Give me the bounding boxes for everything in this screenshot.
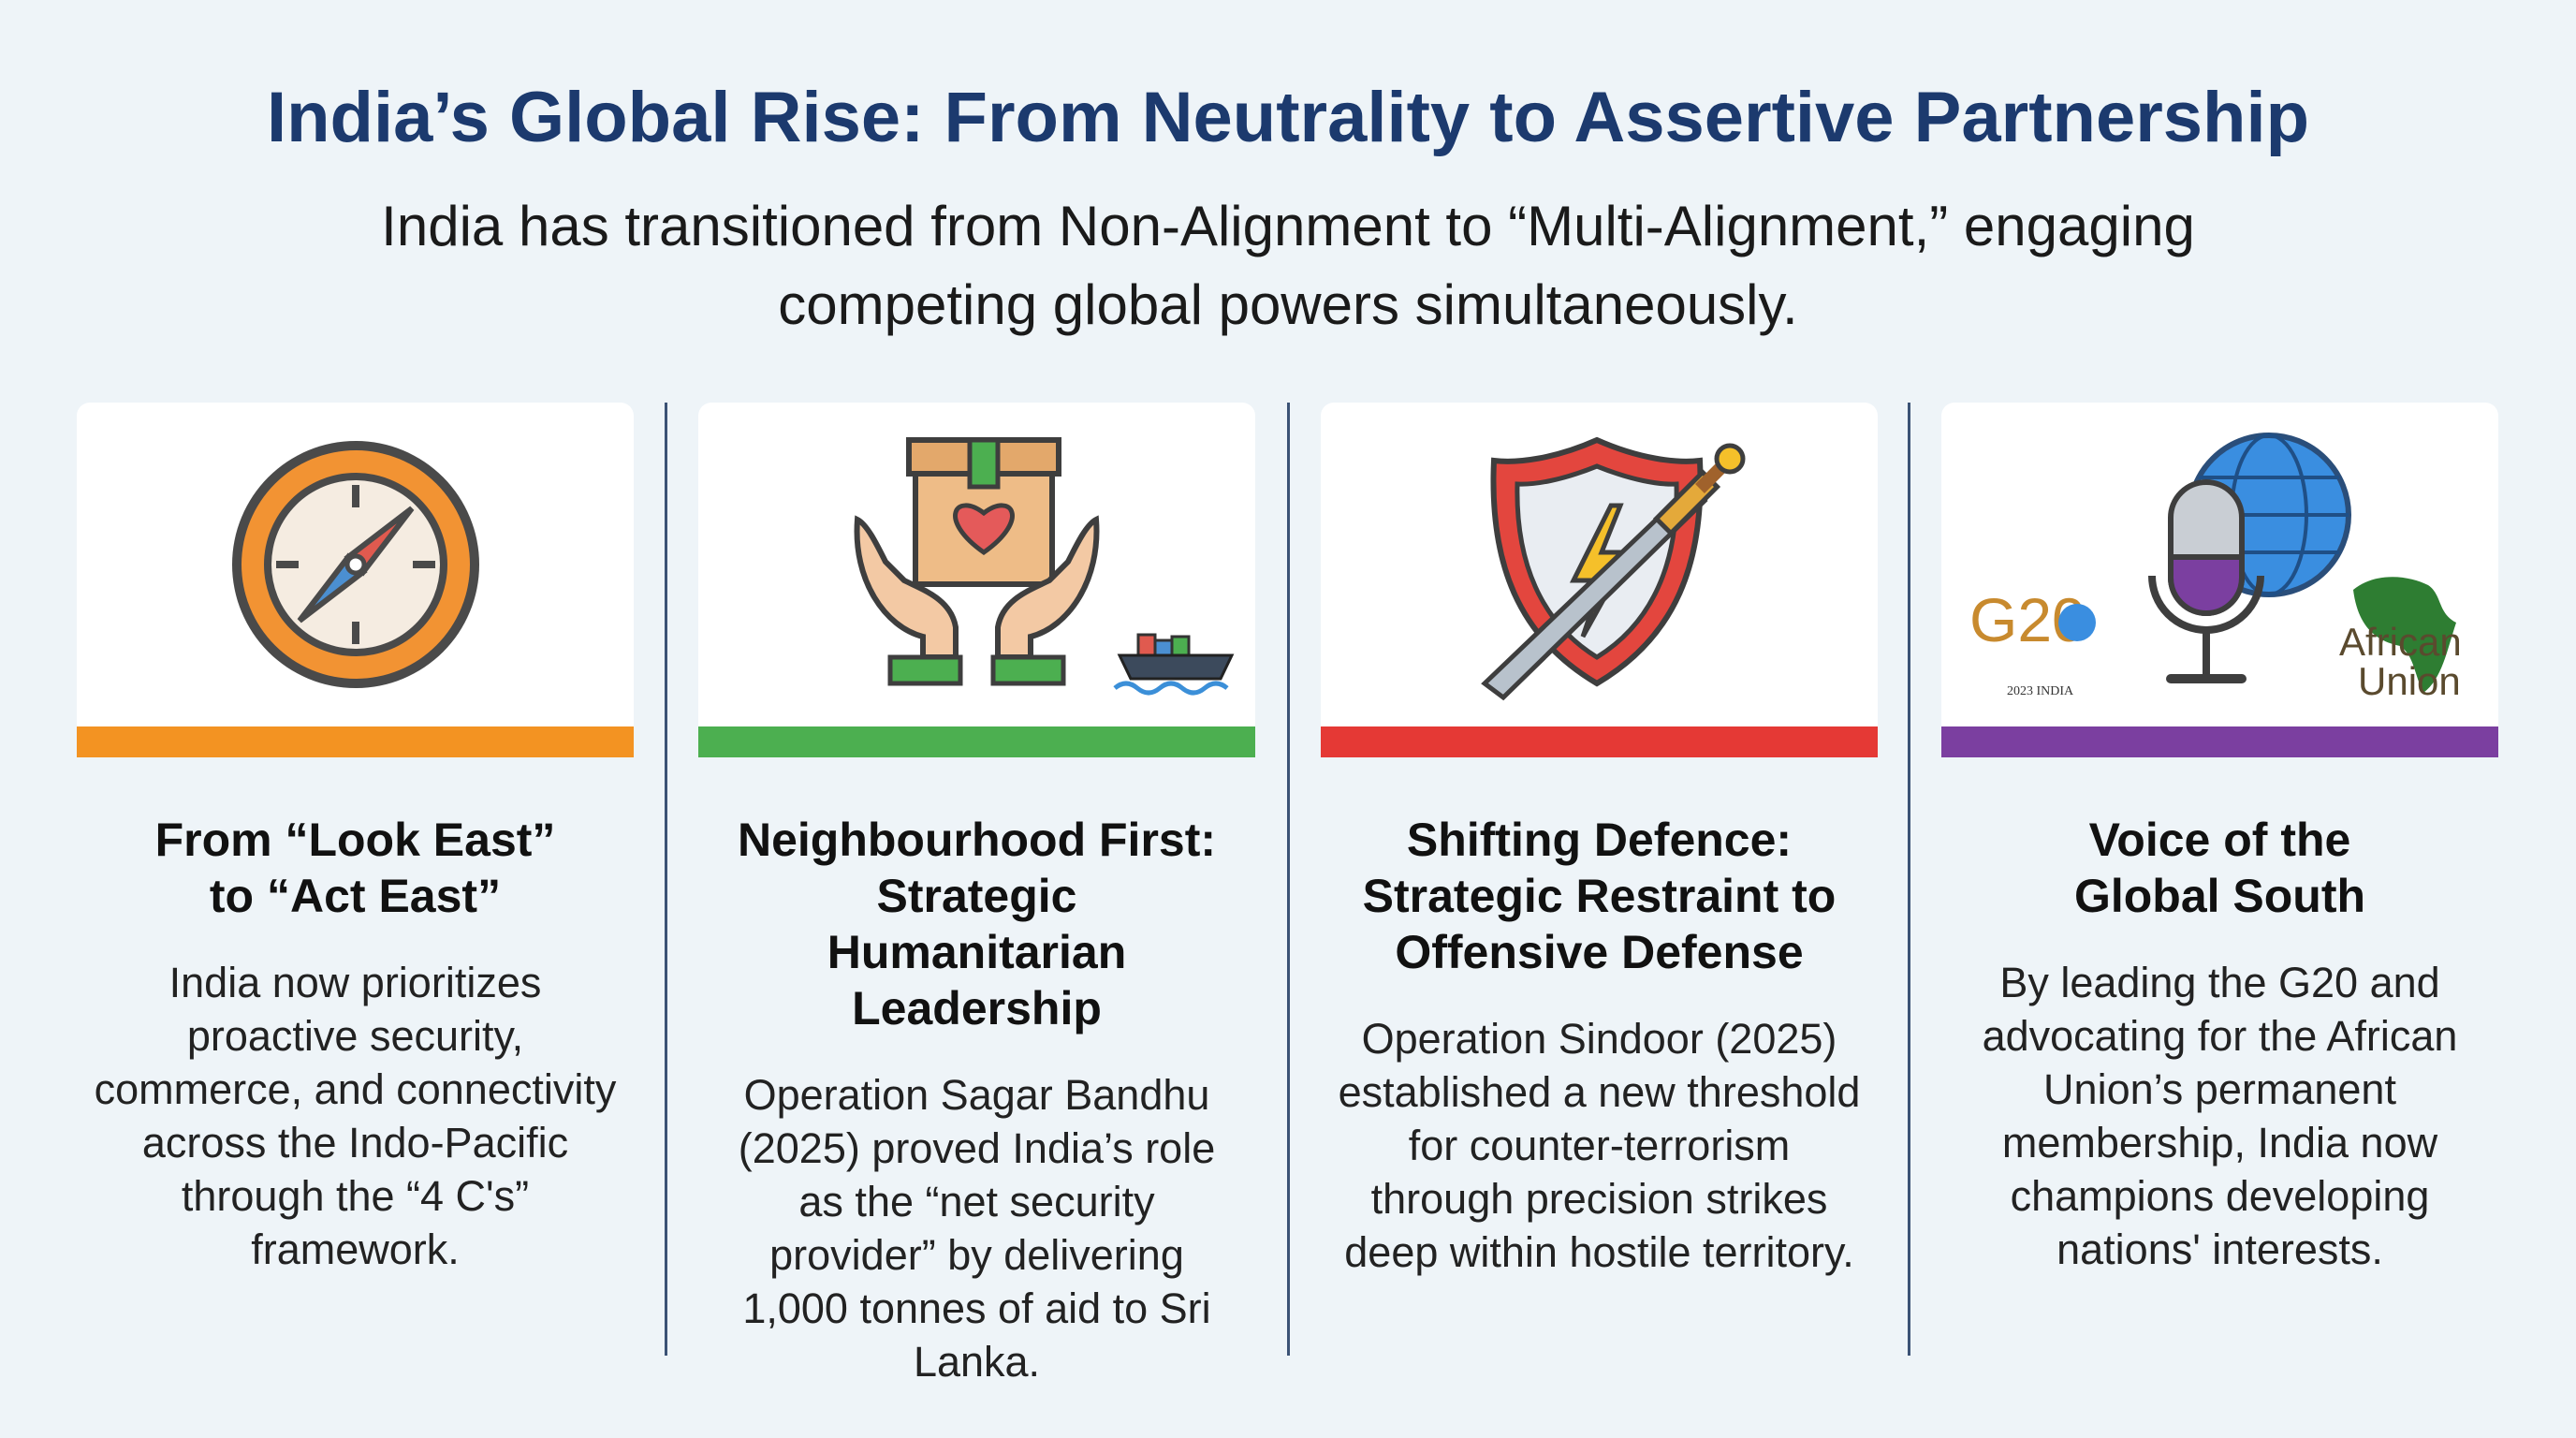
card: G20 2023 INDIA African Union Voice of th… (1941, 403, 2498, 1276)
color-bar (1321, 726, 1878, 757)
card: Neighbourhood First: Strategic Humanitar… (698, 403, 1255, 1388)
shield-sword-icon (1481, 436, 1746, 701)
divider (665, 403, 667, 1356)
card: From “Look East” to “Act East” India now… (77, 403, 634, 1276)
card-body: Operation Sindoor (2025) established a n… (1338, 1015, 1861, 1276)
card-image (698, 403, 1255, 726)
card-body: By leading the G20 and advocating for th… (1982, 959, 2458, 1273)
card: Shifting Defence: Strategic Restraint to… (1321, 403, 1878, 1279)
page-subtitle: India has transitioned from Non-Alignmen… (381, 195, 2195, 336)
color-bar (77, 726, 634, 757)
color-bar (698, 726, 1255, 757)
divider (1908, 403, 1910, 1356)
card-image (77, 403, 634, 726)
logo-text: 2023 INDIA (2007, 684, 2074, 698)
card-body: Operation Sagar Bandhu (2025) proved Ind… (738, 1071, 1216, 1386)
page-title: India’s Global Rise: From Neutrality to … (266, 78, 2310, 157)
card-title: Voice of the Global South (2073, 814, 2366, 922)
card-title: From “Look East” to “Act East” (154, 814, 556, 922)
card-image (1321, 403, 1878, 726)
logo-text: Union (2358, 659, 2461, 703)
aid-icon (854, 437, 1235, 696)
logo-text: African (2339, 620, 2462, 664)
card-image: G20 2023 INDIA African Union (1941, 403, 2498, 726)
compass-icon (232, 441, 479, 688)
card-title: Shifting Defence: Strategic Restraint to… (1362, 814, 1837, 978)
divider (1287, 403, 1290, 1356)
global-south-icon: G20 2023 INDIA African Union (1969, 433, 2462, 703)
card-title: Neighbourhood First: Strategic Humanitar… (737, 814, 1217, 1034)
color-bar (1941, 726, 2498, 757)
card-body: India now prioritizes proactive security… (94, 959, 617, 1273)
